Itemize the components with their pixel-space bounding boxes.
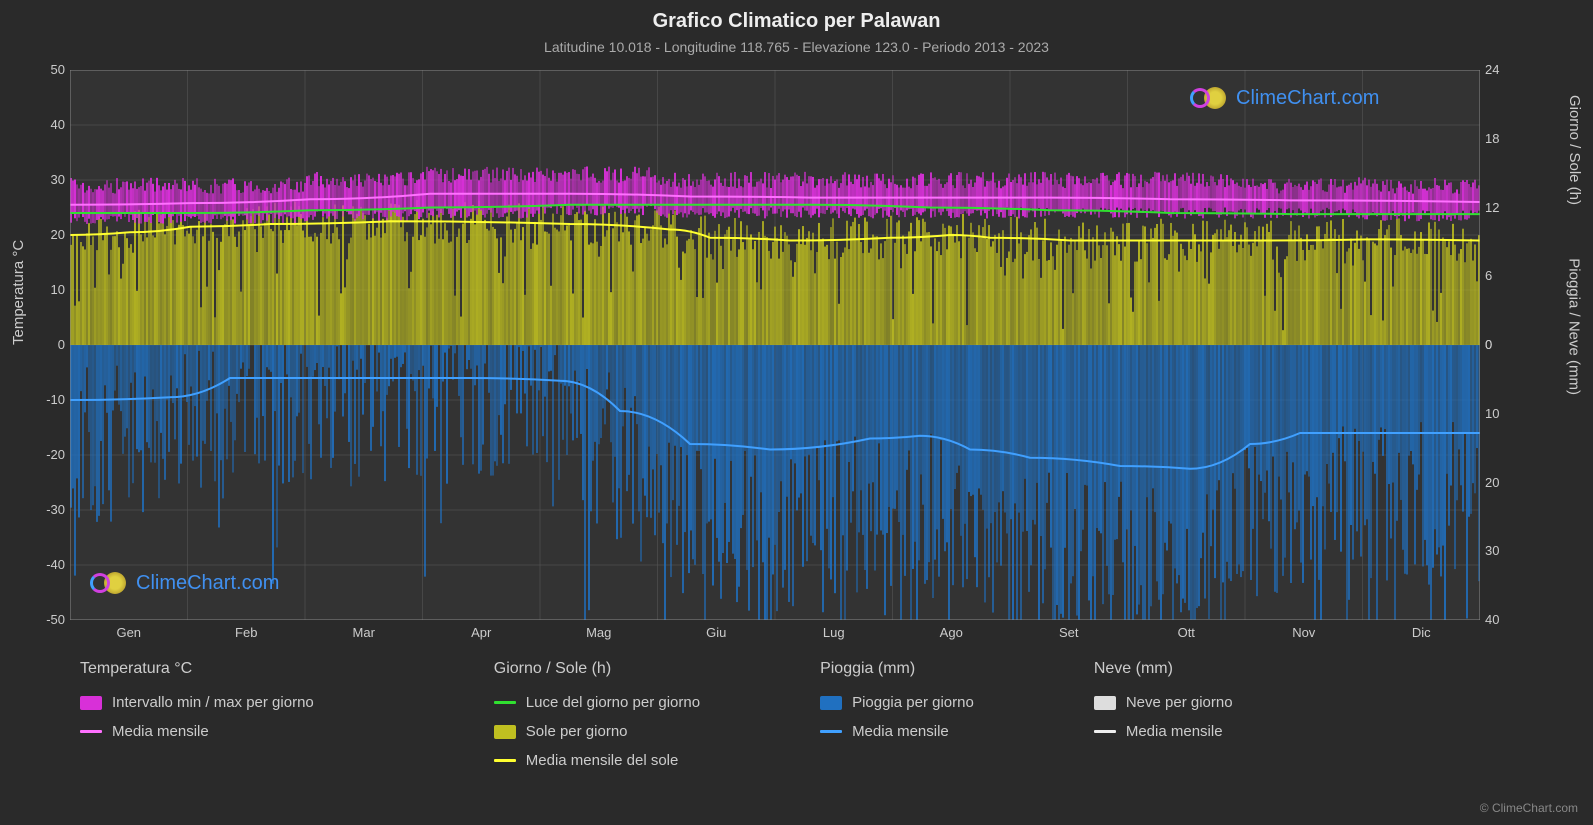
swatch-rain-mean: [820, 730, 842, 733]
swatch-snow-mean: [1094, 730, 1116, 733]
legend-item-sun-area: Sole per giorno: [494, 723, 700, 740]
legend-header-snow: Neve (mm): [1094, 660, 1233, 678]
legend-label: Media mensile: [852, 723, 949, 740]
right-tick-bottom: 30: [1485, 543, 1525, 558]
month-tick: Feb: [196, 625, 296, 640]
legend-header-rain: Pioggia (mm): [820, 660, 974, 678]
watermark-top: ClimeChart.com: [1190, 85, 1379, 111]
legend: Temperatura °C Intervallo min / max per …: [80, 660, 1520, 769]
month-tick: Apr: [431, 625, 531, 640]
legend-item-rain-area: Pioggia per giorno: [820, 694, 974, 711]
chart-svg: [70, 70, 1480, 620]
right-tick-top: 18: [1485, 131, 1525, 146]
month-tick: Set: [1019, 625, 1119, 640]
month-tick: Dic: [1371, 625, 1471, 640]
legend-label: Neve per giorno: [1126, 694, 1233, 711]
month-tick: Giu: [666, 625, 766, 640]
right-tick-bottom: 10: [1485, 406, 1525, 421]
watermark-text: ClimeChart.com: [1236, 87, 1379, 110]
watermark-bottom: ClimeChart.com: [90, 570, 279, 596]
month-tick: Ago: [901, 625, 1001, 640]
legend-item-temp-range: Intervallo min / max per giorno: [80, 694, 314, 711]
left-tick: -30: [25, 502, 65, 517]
chart-title: Grafico Climatico per Palawan: [0, 0, 1593, 33]
legend-item-daylight: Luce del giorno per giorno: [494, 694, 700, 711]
legend-col-temp: Temperatura °C Intervallo min / max per …: [80, 660, 314, 769]
swatch-daylight: [494, 701, 516, 704]
watermark-icon: [1190, 85, 1230, 111]
legend-label: Media mensile: [112, 723, 209, 740]
legend-col-daysun: Giorno / Sole (h) Luce del giorno per gi…: [494, 660, 700, 769]
right-tick-top: 24: [1485, 62, 1525, 77]
left-tick: -10: [25, 392, 65, 407]
swatch-rain-area: [820, 696, 842, 710]
month-tick: Lug: [784, 625, 884, 640]
month-tick: Ott: [1136, 625, 1236, 640]
chart-plot-area: [70, 70, 1480, 620]
month-tick: Mag: [549, 625, 649, 640]
legend-item-snow-mean: Media mensile: [1094, 723, 1233, 740]
swatch-snow-area: [1094, 696, 1116, 710]
left-tick: 30: [25, 172, 65, 187]
legend-label: Pioggia per giorno: [852, 694, 974, 711]
month-tick: Gen: [79, 625, 179, 640]
swatch-temp-mean: [80, 730, 102, 733]
swatch-temp-range: [80, 696, 102, 710]
right-tick-top: 12: [1485, 200, 1525, 215]
legend-label: Luce del giorno per giorno: [526, 694, 700, 711]
legend-col-rain: Pioggia (mm) Pioggia per giorno Media me…: [820, 660, 974, 769]
left-tick: 0: [25, 337, 65, 352]
copyright: © ClimeChart.com: [1480, 801, 1578, 815]
legend-item-rain-mean: Media mensile: [820, 723, 974, 740]
right-axis-label-top: Giorno / Sole (h): [1566, 95, 1583, 205]
legend-header-temp: Temperatura °C: [80, 660, 314, 678]
left-tick: 50: [25, 62, 65, 77]
right-axis-label-bottom: Pioggia / Neve (mm): [1566, 258, 1583, 395]
month-tick: Mar: [314, 625, 414, 640]
left-tick: -40: [25, 557, 65, 572]
legend-header-daysun: Giorno / Sole (h): [494, 660, 700, 678]
legend-item-sun-mean: Media mensile del sole: [494, 752, 700, 769]
chart-subtitle: Latitudine 10.018 - Longitudine 118.765 …: [0, 33, 1593, 55]
left-tick: -50: [25, 612, 65, 627]
legend-item-temp-mean: Media mensile: [80, 723, 314, 740]
swatch-sun-area: [494, 725, 516, 739]
left-tick: 40: [25, 117, 65, 132]
legend-label: Sole per giorno: [526, 723, 628, 740]
right-tick-bottom: 20: [1485, 475, 1525, 490]
watermark-icon: [90, 570, 130, 596]
legend-col-snow: Neve (mm) Neve per giorno Media mensile: [1094, 660, 1233, 769]
legend-label: Media mensile: [1126, 723, 1223, 740]
right-tick-bottom: 0: [1485, 337, 1525, 352]
watermark-text: ClimeChart.com: [136, 572, 279, 595]
swatch-sun-mean: [494, 759, 516, 762]
right-tick-bottom: 40: [1485, 612, 1525, 627]
left-tick: 10: [25, 282, 65, 297]
legend-label: Intervallo min / max per giorno: [112, 694, 314, 711]
legend-label: Media mensile del sole: [526, 752, 679, 769]
right-tick-top: 6: [1485, 268, 1525, 283]
legend-item-snow-area: Neve per giorno: [1094, 694, 1233, 711]
left-tick: 20: [25, 227, 65, 242]
left-tick: -20: [25, 447, 65, 462]
month-tick: Nov: [1254, 625, 1354, 640]
